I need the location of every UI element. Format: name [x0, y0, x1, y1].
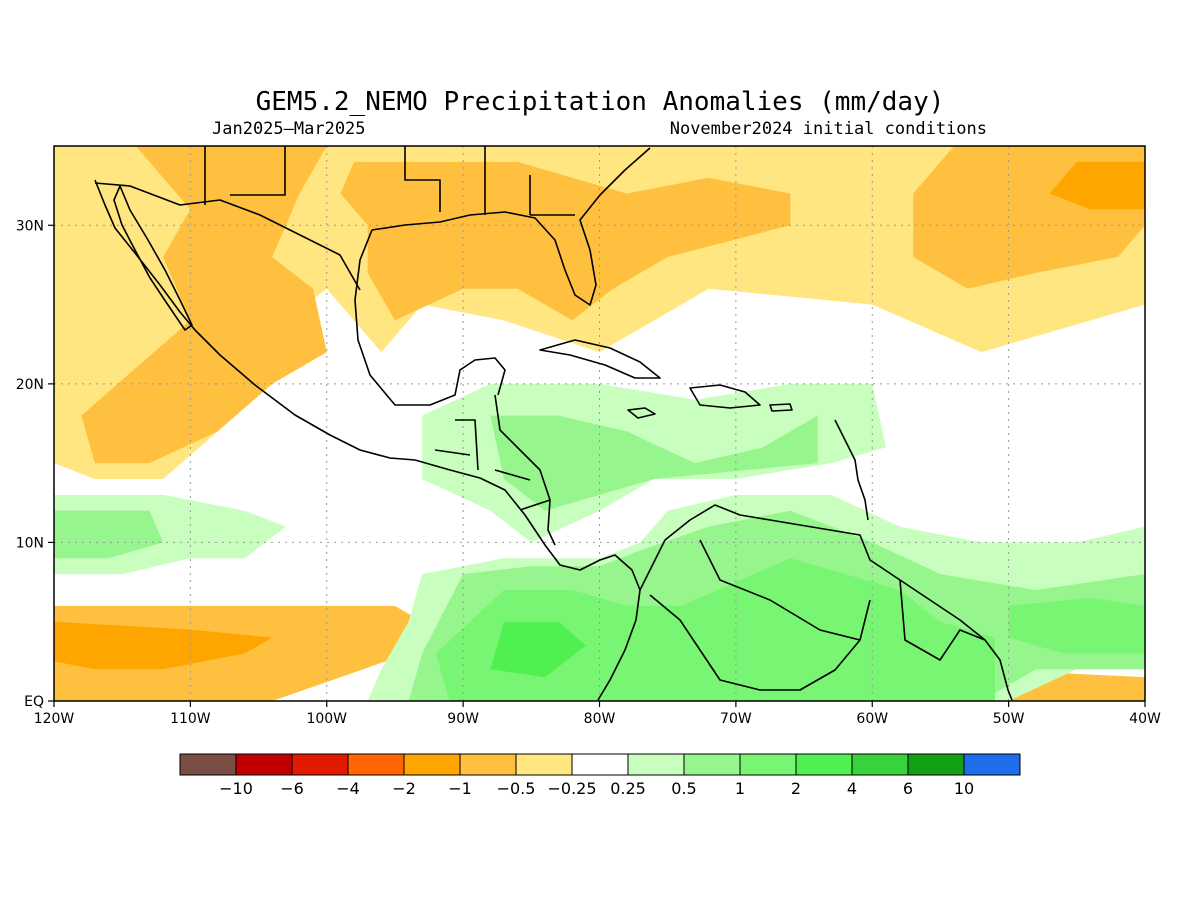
x-tick-label: 90W [447, 711, 479, 727]
map-plot-area [53, 145, 1146, 702]
coastline-gulf-of-mexico [354, 229, 506, 406]
x-tick-label: 40W [1129, 711, 1161, 727]
map-subtitle-init: November2024 initial conditions [670, 119, 987, 139]
anomaly-region-7 [54, 621, 273, 670]
colorbar-label: 0.25 [610, 779, 646, 798]
coastline-western-mexico [94, 179, 416, 461]
anomaly-region-10 [54, 510, 164, 559]
colorbar-swatch [459, 753, 517, 776]
coastline-jamaica [627, 407, 656, 419]
colorbar-label: −0.25 [547, 779, 596, 798]
y-tick-label: 30N [16, 218, 44, 234]
anomaly-region-17 [490, 621, 586, 678]
colorbar-swatch [739, 753, 797, 776]
border-south-america [649, 539, 986, 691]
colorbar-label: 6 [903, 779, 913, 798]
colorbar: −10 −6 −4 −2 −1 −0.5 −0.25 0.25 0.5 1 2 4 6 10 [179, 753, 1021, 798]
border-us-states [204, 146, 575, 216]
x-tick-label: 80W [584, 711, 616, 727]
colorbar-swatch [515, 753, 573, 776]
coastline-puerto-rico [769, 403, 793, 412]
colorbar-swatch [235, 753, 293, 776]
map-title: GEM5.2_NEMO Precipitation Anomalies (mm/… [256, 87, 945, 117]
colorbar-swatch [403, 753, 461, 776]
colorbar-label: −1 [448, 779, 472, 798]
y-tick-label: EQ [24, 694, 44, 710]
latitude-axis: EQ 10N 20N 30N [16, 218, 54, 710]
anomaly-region-3 [340, 161, 791, 321]
colorbar-label: −4 [336, 779, 360, 798]
colorbar-swatch [795, 753, 853, 776]
coastline-central-america [414, 459, 641, 701]
longitude-axis: 120W 110W 100W 90W 80W 70W 60W 50W 40W [34, 701, 1161, 727]
colorbar-label: 10 [954, 779, 974, 798]
x-tick-label: 100W [306, 711, 347, 727]
colorbar-swatch [627, 753, 685, 776]
x-tick-label: 120W [34, 711, 75, 727]
x-tick-label: 50W [993, 711, 1025, 727]
colorbar-label: 4 [847, 779, 857, 798]
colorbar-swatch [851, 753, 909, 776]
colorbar-label: −10 [219, 779, 253, 798]
border-central-america [434, 419, 551, 511]
colorbar-swatch [907, 753, 965, 776]
coastline-baja-california [113, 185, 193, 331]
colorbar-label: −6 [280, 779, 304, 798]
colorbar-swatch [571, 753, 629, 776]
coastline-us-gulf [371, 147, 651, 306]
coastline-outlines [94, 146, 1013, 701]
map-subtitle-period: Jan2025–Mar2025 [212, 119, 366, 139]
colorbar-swatch [291, 753, 349, 776]
coastline-south-america-north [639, 504, 1013, 701]
colorbar-swatch [963, 753, 1021, 776]
colorbar-label: 2 [791, 779, 801, 798]
anomaly-region-16 [1008, 597, 1145, 654]
colorbar-swatch [179, 753, 237, 776]
anomaly-region-5 [1049, 161, 1145, 210]
colorbar-swatch [347, 753, 405, 776]
anomaly-region-1 [54, 146, 1145, 479]
colorbar-label: 1 [735, 779, 745, 798]
y-tick-label: 10N [16, 535, 44, 551]
x-tick-label: 60W [856, 711, 888, 727]
coastline-lesser-antilles [834, 419, 869, 521]
coastline-caribbean-east-america [494, 394, 556, 546]
border-us-mexico [94, 182, 361, 291]
y-tick-label: 20N [16, 377, 44, 393]
colorbar-label: −2 [392, 779, 416, 798]
coastline-cuba [539, 339, 661, 379]
map-gridlines [54, 146, 1145, 701]
x-tick-label: 70W [720, 711, 752, 727]
anomaly-region-15 [435, 558, 995, 701]
colorbar-swatch [683, 753, 741, 776]
colorbar-label: 0.5 [671, 779, 696, 798]
x-tick-label: 110W [170, 711, 211, 727]
coastline-hispaniola [689, 384, 761, 409]
colorbar-label: −0.5 [497, 779, 536, 798]
anomaly-region-14 [490, 415, 818, 511]
